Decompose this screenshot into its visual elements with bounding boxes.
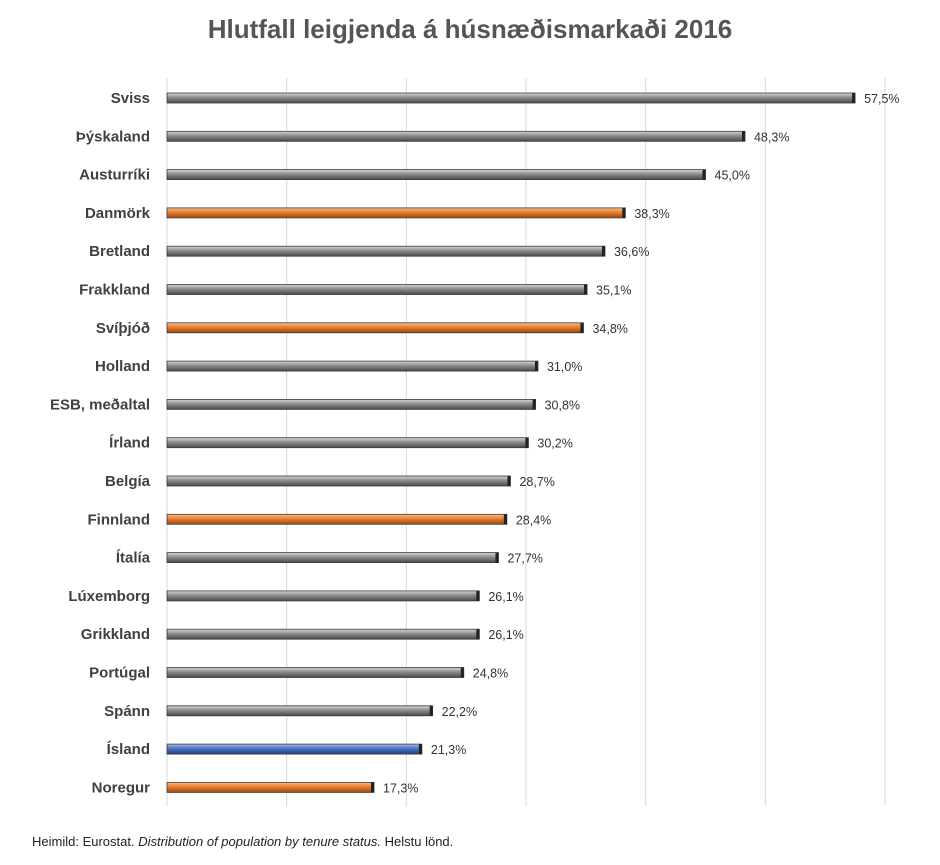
data-label: 36,6%: [614, 245, 649, 259]
category-label: Noregur: [92, 779, 151, 796]
category-label: Grikkland: [81, 626, 150, 643]
bar-end-cap: [580, 322, 584, 333]
bar-end-cap: [534, 361, 538, 372]
data-label: 30,2%: [537, 437, 572, 451]
category-label: Þýskaland: [76, 128, 150, 145]
bar-2: [166, 169, 706, 181]
data-label: 21,3%: [431, 743, 466, 757]
footnote-italic: Distribution of population by tenure sta…: [138, 834, 382, 849]
bar-end-cap: [418, 744, 422, 755]
bar-end-cap: [741, 131, 745, 142]
bar-end-cap: [852, 93, 856, 103]
bar-15: [166, 667, 465, 678]
bar-11: [166, 513, 508, 525]
bar-16: [166, 705, 434, 717]
bar-end-cap: [371, 782, 375, 793]
category-label: Lúxemborg: [68, 588, 150, 605]
bar-12: [166, 552, 499, 563]
chart-title: Hlutfall leigjenda á húsnæðismarkaði 201…: [207, 14, 733, 44]
bar-6: [166, 322, 584, 334]
bar-4: [166, 245, 606, 257]
data-label: 27,7%: [507, 552, 542, 566]
data-label: 45,0%: [715, 169, 750, 183]
bar-7: [166, 360, 539, 372]
bar-end-cap: [429, 705, 433, 716]
bar-end-cap: [525, 437, 529, 448]
data-label: 30,8%: [545, 398, 580, 412]
labels: Sviss 57,5% Þýskaland 48,3% Austurríki 45,0% D…: [50, 90, 900, 796]
category-label: Austurríki: [79, 167, 150, 184]
category-label: Spánn: [104, 703, 150, 720]
bar-17: [166, 743, 423, 755]
category-label: Danmörk: [85, 205, 151, 222]
data-label: 28,7%: [519, 475, 554, 489]
bars: [166, 92, 856, 793]
category-label: Sviss: [111, 90, 150, 107]
data-label: 26,1%: [488, 590, 523, 604]
category-label: Svíþjóð: [96, 320, 150, 337]
bar-end-cap: [622, 207, 626, 218]
bar-0: [166, 92, 856, 104]
footnote-prefix: Heimild: Eurostat.: [32, 834, 139, 849]
bar-1: [166, 130, 746, 142]
bar-end-cap: [476, 590, 480, 601]
category-label: Ítalía: [116, 550, 151, 567]
bar-13: [166, 590, 480, 602]
bar-end-cap: [476, 629, 480, 640]
bar-9: [166, 437, 529, 449]
category-label: Portúgal: [89, 665, 150, 682]
bar-14: [166, 628, 480, 640]
category-label: Írland: [109, 435, 150, 452]
category-label: ESB, meðaltal: [50, 396, 150, 413]
bar-end-cap: [495, 552, 499, 563]
data-label: 57,5%: [864, 92, 899, 106]
data-label: 31,0%: [547, 360, 582, 374]
bar-18: [166, 782, 375, 793]
data-label: 34,8%: [592, 322, 627, 336]
category-label: Frakkland: [79, 282, 150, 299]
bar-10: [166, 475, 511, 487]
bar-end-cap: [584, 284, 588, 295]
category-label: Holland: [95, 358, 150, 375]
data-label: 22,2%: [442, 705, 477, 719]
data-label: 38,3%: [634, 207, 669, 221]
data-label: 35,1%: [596, 284, 631, 298]
footnote-suffix: Helstu lönd.: [381, 834, 454, 849]
data-label: 28,4%: [516, 513, 551, 527]
data-label: 26,1%: [488, 628, 523, 642]
source-footnote: Heimild: Eurostat. Distribution of popul…: [32, 834, 453, 849]
bar-end-cap: [601, 246, 605, 257]
bar-end-cap: [507, 476, 511, 486]
bar-end-cap: [532, 399, 536, 410]
bar-3: [166, 207, 626, 219]
bar-end-cap: [503, 514, 507, 525]
data-label: 17,3%: [383, 781, 418, 795]
bar-end-cap: [460, 667, 464, 678]
category-label: Bretland: [89, 243, 150, 260]
category-label: Ísland: [107, 741, 150, 758]
data-label: 24,8%: [473, 667, 508, 681]
category-label: Belgía: [105, 473, 151, 490]
bar-5: [166, 284, 588, 295]
data-label: 48,3%: [754, 130, 789, 144]
category-label: Finnland: [88, 511, 151, 528]
bar-8: [166, 398, 536, 410]
bar-end-cap: [702, 169, 706, 180]
